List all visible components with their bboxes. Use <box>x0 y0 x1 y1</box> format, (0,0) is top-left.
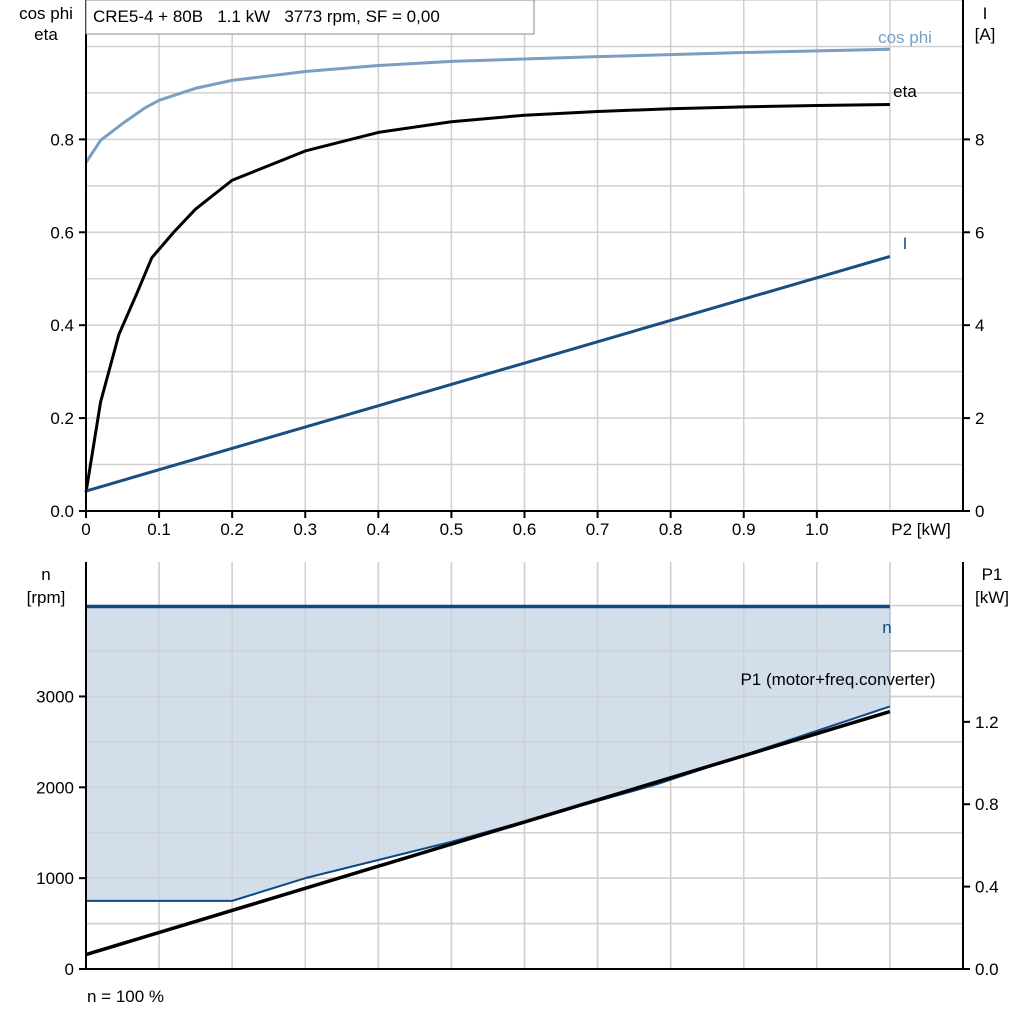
series-label-eta: eta <box>893 82 917 101</box>
x-tick-label: 0.5 <box>440 520 464 539</box>
left-tick-label: 0.2 <box>50 409 74 428</box>
bottom-plot: 0 1000 2000 3000 0.0 0.4 0.8 1.2 <box>36 562 999 979</box>
right-tick-label: 8 <box>975 130 984 149</box>
right-tick-label: 0.4 <box>975 878 999 897</box>
series-label-n: n <box>882 618 891 637</box>
x-tick-label: 1.0 <box>805 520 829 539</box>
y-right-label-p1: P1 <box>982 565 1003 584</box>
footnote: n = 100 % <box>87 987 164 1006</box>
left-tick-label: 0.4 <box>50 316 74 335</box>
x-tick-label: 0 <box>81 520 90 539</box>
series-label-cosphi: cos phi <box>878 28 932 47</box>
y-left-label-cosphi: cos phi <box>19 4 73 23</box>
chart-title: CRE5-4 + 80B 1.1 kW 3773 rpm, SF = 0,00 <box>93 7 440 26</box>
left-tick-label: 2000 <box>36 778 74 797</box>
left-tick-label: 0.6 <box>50 223 74 242</box>
x-tick-label: 0.4 <box>367 520 391 539</box>
x-tick-label: 0.1 <box>147 520 171 539</box>
x-tick-label: 0.8 <box>659 520 683 539</box>
x-tick-label: 0.9 <box>732 520 756 539</box>
speed-range-fill <box>86 606 890 901</box>
y-right-label-kw: [kW] <box>975 588 1009 607</box>
right-tick-label: 0.0 <box>975 960 999 979</box>
left-tick-label: 0 <box>65 960 74 979</box>
y-left-label-eta: eta <box>34 25 58 44</box>
right-tick-label: 4 <box>975 316 984 335</box>
top-plot: 0.0 0.2 0.4 0.6 0.8 0 2 4 6 8 0 0.1 0.2 0.3 0.4 0.5 0.6 0… <box>50 0 984 539</box>
left-tick-label: 3000 <box>36 687 74 706</box>
x-tick-label: 0.7 <box>586 520 610 539</box>
x-tick-label: 0.2 <box>220 520 244 539</box>
y-left-label-n: n <box>41 565 50 584</box>
right-tick-label: 0.8 <box>975 795 999 814</box>
right-tick-label: 2 <box>975 409 984 428</box>
x-tick-label: 0.3 <box>293 520 317 539</box>
left-tick-label: 0.0 <box>50 502 74 521</box>
y-left-label-rpm: [rpm] <box>27 588 66 607</box>
left-tick-label: 0.8 <box>50 130 74 149</box>
y-right-label-i: I <box>983 4 988 23</box>
series-label-p1: P1 (motor+freq.converter) <box>740 670 935 689</box>
left-tick-label: 1000 <box>36 869 74 888</box>
x-tick-label: 0.6 <box>513 520 537 539</box>
series-line-p1 <box>85 709 891 957</box>
x-axis-label: P2 [kW] <box>891 520 951 539</box>
series-label-i: I <box>903 234 908 253</box>
series-line-eta <box>84 103 890 493</box>
series-line-I <box>85 254 891 493</box>
right-tick-label: 6 <box>975 223 984 242</box>
right-tick-label: 1.2 <box>975 713 999 732</box>
y-right-label-unit: [A] <box>975 25 996 44</box>
right-tick-label: 0 <box>975 502 984 521</box>
series-line-cos-phi <box>84 47 890 164</box>
title-box: CRE5-4 + 80B 1.1 kW 3773 rpm, SF = 0,00 <box>85 0 535 35</box>
